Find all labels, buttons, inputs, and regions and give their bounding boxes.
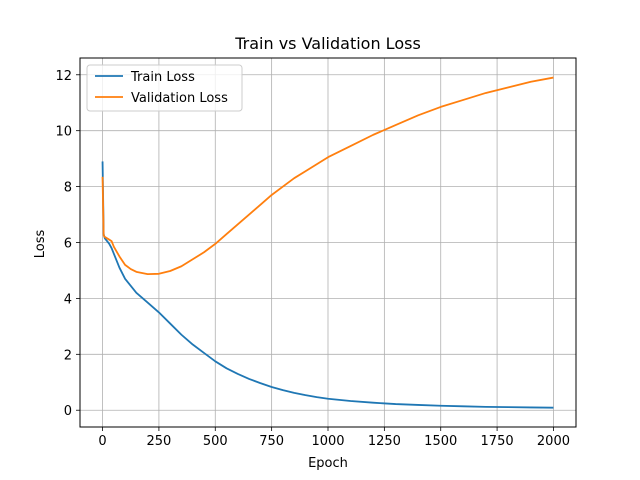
y-tick-label: 8: [64, 181, 72, 196]
series-line-train-loss: [101, 161, 554, 409]
legend-label-validation-loss: Validation Loss: [131, 91, 228, 106]
legend: Train Loss Validation Loss: [86, 64, 243, 112]
x-tick-label: 1500: [424, 434, 457, 449]
y-axis-label: Loss: [33, 230, 48, 259]
series-line-validation-loss: [101, 76, 554, 275]
y-tick-label: 10: [55, 125, 72, 140]
y-tick-label: 2: [64, 348, 72, 363]
legend-label-train-loss: Train Loss: [130, 70, 195, 85]
x-tick-label: 250: [146, 434, 171, 449]
chart-title: Train vs Validation Loss: [234, 34, 421, 53]
x-tick-label: 1250: [368, 434, 401, 449]
x-tick-label: 0: [98, 434, 106, 449]
x-tick-label: 1750: [481, 434, 514, 449]
y-tick-label: 0: [64, 404, 72, 419]
y-tick-label: 6: [64, 237, 72, 252]
x-tick-label: 1000: [311, 434, 344, 449]
x-tick-label: 2000: [537, 434, 570, 449]
x-tick-label: 500: [203, 434, 228, 449]
legend-box: [86, 64, 243, 112]
x-tick-label: 750: [259, 434, 284, 449]
y-tick-label: 4: [64, 292, 72, 307]
y-tick-label: 12: [55, 69, 72, 84]
x-axis-label: Epoch: [308, 456, 348, 471]
